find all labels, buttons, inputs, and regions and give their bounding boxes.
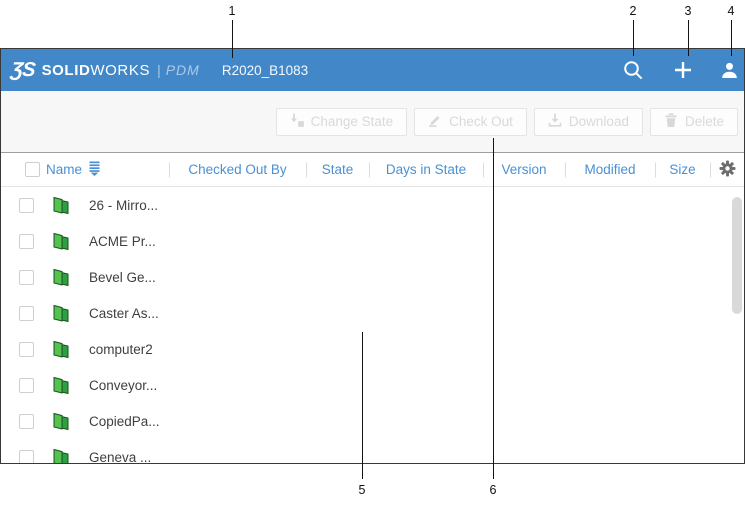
column-checked-out-by[interactable]: Checked Out By	[169, 153, 306, 186]
download-label: Download	[568, 114, 629, 129]
folder-name: computer2	[89, 341, 153, 357]
brand-works: WORKS	[90, 61, 151, 79]
folder-name: CopiedPa...	[89, 413, 160, 429]
plus-icon[interactable]	[672, 59, 694, 81]
green-folder-icon	[46, 412, 89, 431]
list-item[interactable]: Geneva ...	[1, 439, 744, 464]
folder-name: Caster As...	[89, 305, 159, 321]
brand-divider: |	[157, 62, 161, 78]
callout-number-3: 3	[684, 4, 692, 18]
row-checkbox[interactable]	[19, 413, 34, 429]
green-folder-icon	[46, 196, 89, 215]
download-icon	[548, 113, 562, 130]
list-item[interactable]: 26 - Mirro...	[1, 187, 744, 223]
folder-name: ACME Pr...	[89, 233, 156, 249]
green-folder-icon	[46, 232, 89, 251]
change-state-icon	[290, 113, 304, 130]
callout-number-2: 2	[629, 4, 637, 18]
change-state-label: Change State	[310, 114, 394, 129]
list-item[interactable]: CopiedPa...	[1, 403, 744, 439]
action-toolbar: Change State Check Out Download Delete	[1, 91, 744, 153]
green-folder-icon	[46, 448, 89, 463]
folder-name: Conveyor...	[89, 377, 158, 393]
callout-line-1	[232, 20, 233, 58]
callout-number-6: 6	[489, 483, 497, 497]
callout-line-5	[362, 332, 363, 479]
file-list: 26 - Mirro... ACME Pr... Bevel Ge... Cas…	[1, 187, 744, 464]
callout-line-2	[633, 20, 634, 56]
column-version-label: Version	[501, 162, 547, 177]
brand-solid: SOLID	[41, 61, 91, 79]
row-checkbox[interactable]	[19, 233, 34, 249]
column-days-in-state[interactable]: Days in State	[369, 153, 483, 186]
list-item[interactable]: ACME Pr...	[1, 223, 744, 259]
row-checkbox[interactable]	[19, 305, 34, 321]
column-state-label: State	[321, 162, 354, 177]
column-modified[interactable]: Modified	[565, 153, 655, 186]
change-state-button[interactable]: Change State	[275, 107, 408, 136]
file-list-header: Name Checked Out By State Days in State …	[1, 153, 744, 187]
column-size[interactable]: Size	[655, 153, 710, 186]
folder-name: Bevel Ge...	[89, 269, 156, 285]
brand-product: PDM	[165, 62, 200, 78]
list-item[interactable]: Conveyor...	[1, 367, 744, 403]
check-out-button[interactable]: Check Out	[414, 107, 527, 136]
list-item[interactable]: Bevel Ge...	[1, 259, 744, 295]
column-modified-label: Modified	[584, 162, 636, 177]
check-out-icon	[428, 113, 442, 130]
solidworks-pdm-logo: ƷS SOLIDWORKS | PDM	[9, 58, 200, 82]
check-out-label: Check Out	[449, 114, 513, 129]
pdm-web2-window: ƷS SOLIDWORKS | PDM R2020_B1083 Change S…	[0, 48, 745, 464]
green-folder-icon	[46, 376, 89, 395]
select-all-cell	[1, 153, 46, 186]
row-checkbox[interactable]	[19, 269, 34, 285]
folder-name: Geneva ...	[89, 449, 152, 464]
gear-icon[interactable]	[719, 160, 736, 180]
green-folder-icon	[46, 304, 89, 323]
download-button[interactable]: Download	[533, 107, 643, 136]
callout-number-4: 4	[727, 4, 735, 18]
column-size-label: Size	[669, 162, 696, 177]
row-checkbox[interactable]	[19, 341, 34, 357]
search-icon[interactable]	[622, 59, 644, 81]
column-name[interactable]: Name	[46, 153, 169, 186]
sort-descending-icon	[89, 161, 100, 179]
delete-label: Delete	[684, 114, 724, 129]
3ds-logo-glyph: ƷS	[9, 58, 36, 81]
row-checkbox[interactable]	[19, 449, 34, 463]
delete-button[interactable]: Delete	[649, 107, 738, 136]
row-checkbox[interactable]	[19, 377, 34, 393]
column-state[interactable]: State	[306, 153, 369, 186]
vertical-scrollbar-thumb[interactable]	[732, 197, 742, 314]
user-icon[interactable]	[718, 59, 740, 81]
row-checkbox[interactable]	[19, 197, 34, 213]
column-name-label: Name	[46, 162, 83, 177]
select-all-checkbox[interactable]	[25, 162, 40, 177]
column-checked-out-by-label: Checked Out By	[188, 162, 287, 177]
green-folder-icon	[46, 340, 89, 359]
vault-name[interactable]: R2020_B1083	[221, 62, 309, 78]
list-item[interactable]: computer2	[1, 331, 744, 367]
callout-number-5: 5	[358, 483, 366, 497]
callout-line-4	[731, 20, 732, 56]
trash-icon	[664, 113, 678, 130]
column-settings-cell	[710, 153, 744, 186]
column-version[interactable]: Version	[483, 153, 565, 186]
column-days-in-state-label: Days in State	[385, 162, 467, 177]
green-folder-icon	[46, 268, 89, 287]
list-item[interactable]: Caster As...	[1, 295, 744, 331]
app-header: ƷS SOLIDWORKS | PDM R2020_B1083	[1, 49, 744, 91]
callout-line-6	[493, 138, 494, 479]
callout-number-1: 1	[228, 4, 236, 18]
appbar-actions	[622, 59, 744, 81]
folder-name: 26 - Mirro...	[89, 197, 159, 213]
callout-line-3	[688, 20, 689, 56]
